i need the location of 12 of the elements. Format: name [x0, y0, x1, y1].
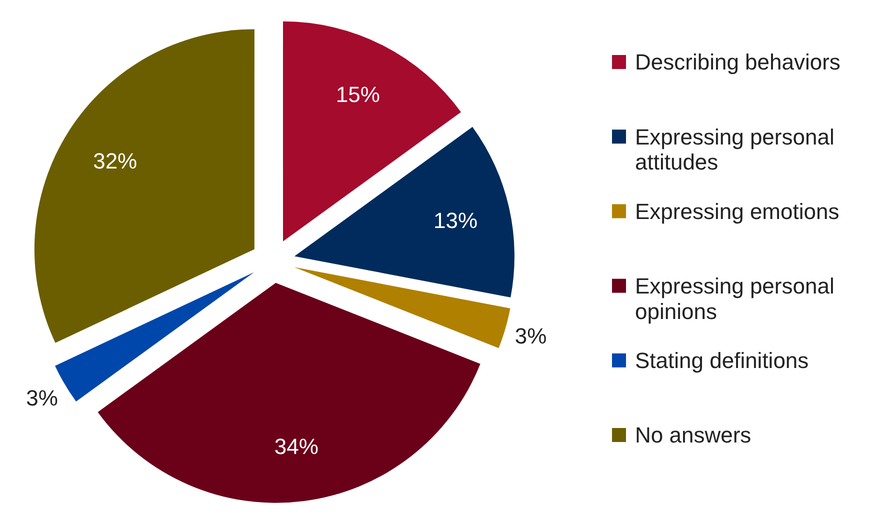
data-label: 13% — [433, 208, 478, 233]
legend-label: Stating definitions — [635, 348, 809, 374]
legend-label: Describing behaviors — [635, 50, 840, 75]
data-label: 3% — [26, 385, 58, 410]
data-label: 32% — [93, 148, 138, 174]
data-label: 3% — [514, 324, 547, 349]
legend-label: Expressing personal attitudes — [635, 124, 834, 175]
data-label: 34% — [274, 434, 318, 460]
legend-label: Expressing personal opinions — [635, 274, 834, 324]
legend-label: Expressing emotions — [635, 198, 840, 224]
legend-label: No answers — [635, 422, 752, 448]
data-label: 15% — [336, 82, 380, 108]
